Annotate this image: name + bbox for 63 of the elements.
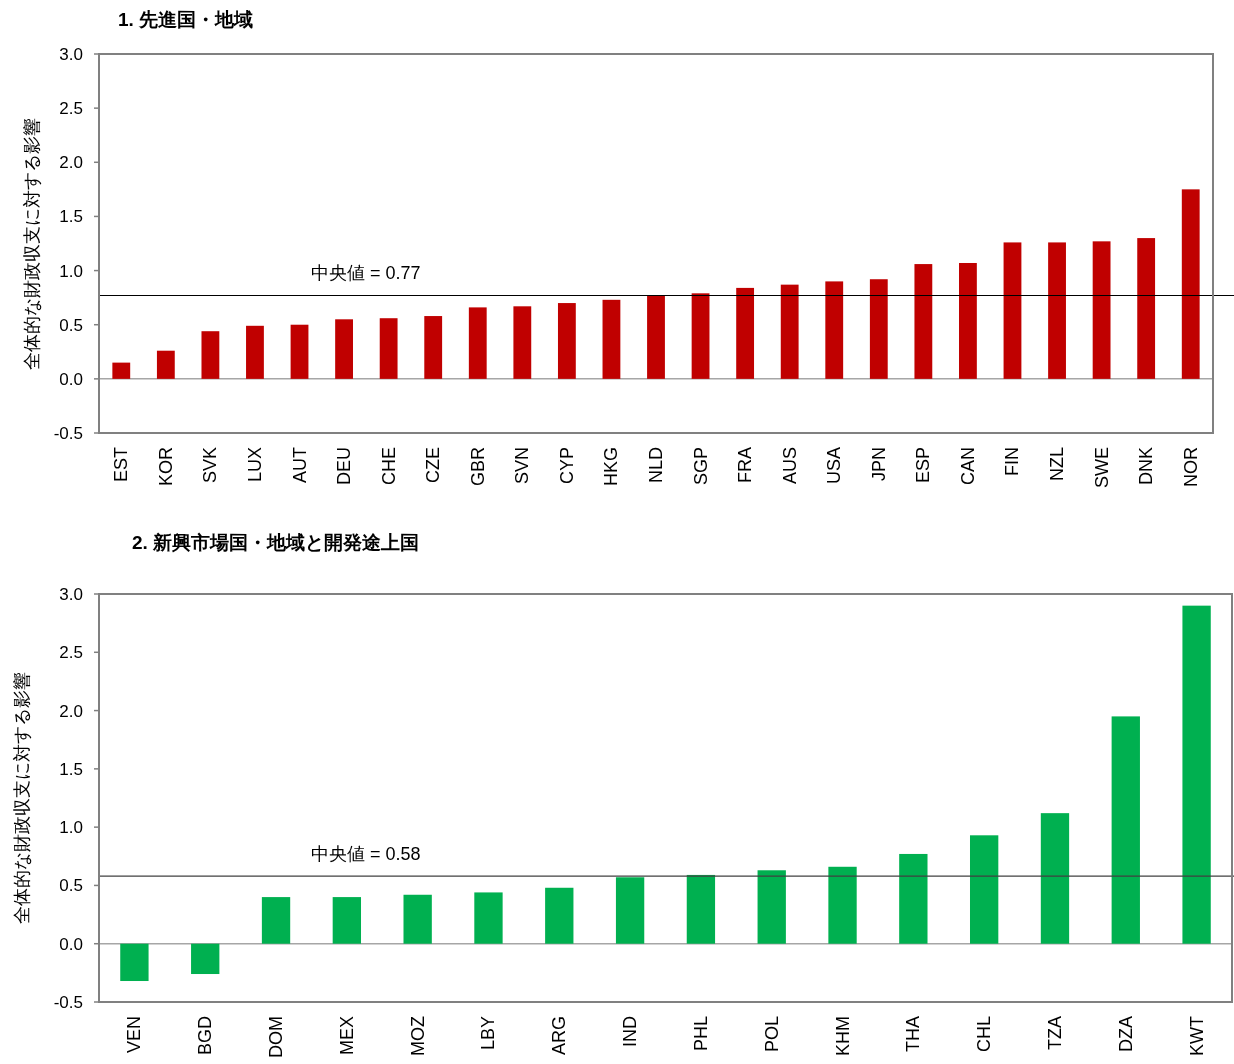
x-tick-label: FIN <box>1002 447 1023 476</box>
y-tick-label: 1.0 <box>59 261 83 281</box>
x-tick-label: NOR <box>1180 447 1201 487</box>
x-tick-label: CZE <box>423 447 444 483</box>
x-tick-label: SVK <box>200 447 221 484</box>
x-tick-label: CYP <box>556 447 577 485</box>
x-tick-label: POL <box>761 1016 782 1053</box>
x-tick-label: TZA <box>1044 1016 1065 1050</box>
x-tick-label: PHL <box>690 1016 711 1052</box>
y-tick-label: 2.5 <box>59 99 83 119</box>
x-tick-label: KWT <box>1186 1016 1207 1056</box>
x-tick-label: DEU <box>334 447 355 486</box>
x-tick-label: SGP <box>690 447 711 486</box>
y-tick-label: 0.0 <box>59 934 83 954</box>
y-tick-label: 3.0 <box>59 45 83 64</box>
x-tick-label: LBY <box>478 1016 499 1051</box>
chart-title: 2. 新興市場国・地域と開発途上国 <box>132 532 420 553</box>
x-tick-label: ESP <box>913 447 934 484</box>
x-tick-label: VEN <box>124 1016 145 1054</box>
x-tick-label: CAN <box>957 447 978 486</box>
x-tick-label: USA <box>824 447 845 485</box>
x-tick-label: GBR <box>467 447 488 487</box>
y-tick-label: 2.5 <box>59 643 83 663</box>
y-tick-label: 1.5 <box>59 207 83 227</box>
ref-line-label: 中央値 = 0.77 <box>311 263 421 284</box>
x-tick-label: AUS <box>779 447 800 485</box>
x-tick-label: DZA <box>1115 1016 1136 1052</box>
y-axis-title: 全体的な財政収支に対する影響 <box>12 672 32 924</box>
y-tick-label: 1.5 <box>59 759 83 779</box>
x-tick-label: IND <box>620 1016 641 1047</box>
x-tick-label: JPN <box>868 447 889 482</box>
x-tick-label: SVN <box>512 447 533 485</box>
x-tick-label: HKG <box>601 447 622 487</box>
y-tick-label: 3.0 <box>59 585 83 604</box>
x-tick-label: CHE <box>378 447 399 486</box>
x-tick-label: NLD <box>646 447 666 484</box>
x-tick-label: ARG <box>549 1016 570 1056</box>
y-tick-label: 2.0 <box>59 701 83 721</box>
ref-line-label: 中央値 = 0.58 <box>311 844 421 865</box>
y-tick-label: 2.0 <box>59 153 83 173</box>
x-tick-label: MOZ <box>407 1016 428 1056</box>
x-tick-label: KHM <box>832 1016 853 1056</box>
y-tick-label: 0.5 <box>59 315 83 335</box>
y-tick-label: 0.0 <box>59 369 83 389</box>
y-tick-label: 0.5 <box>59 876 83 896</box>
y-axis-title: 全体的な財政収支に対する影響 <box>22 117 42 370</box>
chart-title: 1. 先進国・地域 <box>118 9 254 30</box>
x-tick-label: EST <box>111 447 132 483</box>
x-tick-label: THA <box>903 1016 924 1052</box>
x-tick-label: MEX <box>336 1016 357 1056</box>
y-tick-label: 1.0 <box>59 818 83 838</box>
x-tick-label: LUX <box>244 447 265 483</box>
y-tick-label: -0.5 <box>53 993 83 1012</box>
x-tick-label: DNK <box>1136 447 1157 486</box>
x-tick-label: SWE <box>1091 447 1112 489</box>
x-tick-label: AUT <box>289 447 310 483</box>
x-tick-label: BGD <box>195 1016 216 1056</box>
x-tick-label: FRA <box>735 447 756 483</box>
y-tick-label: -0.5 <box>53 424 83 443</box>
x-tick-label: DOM <box>266 1016 287 1058</box>
x-tick-label: NZL <box>1047 447 1068 482</box>
x-tick-label: KOR <box>155 447 176 487</box>
x-tick-label: CHL <box>974 1016 995 1053</box>
